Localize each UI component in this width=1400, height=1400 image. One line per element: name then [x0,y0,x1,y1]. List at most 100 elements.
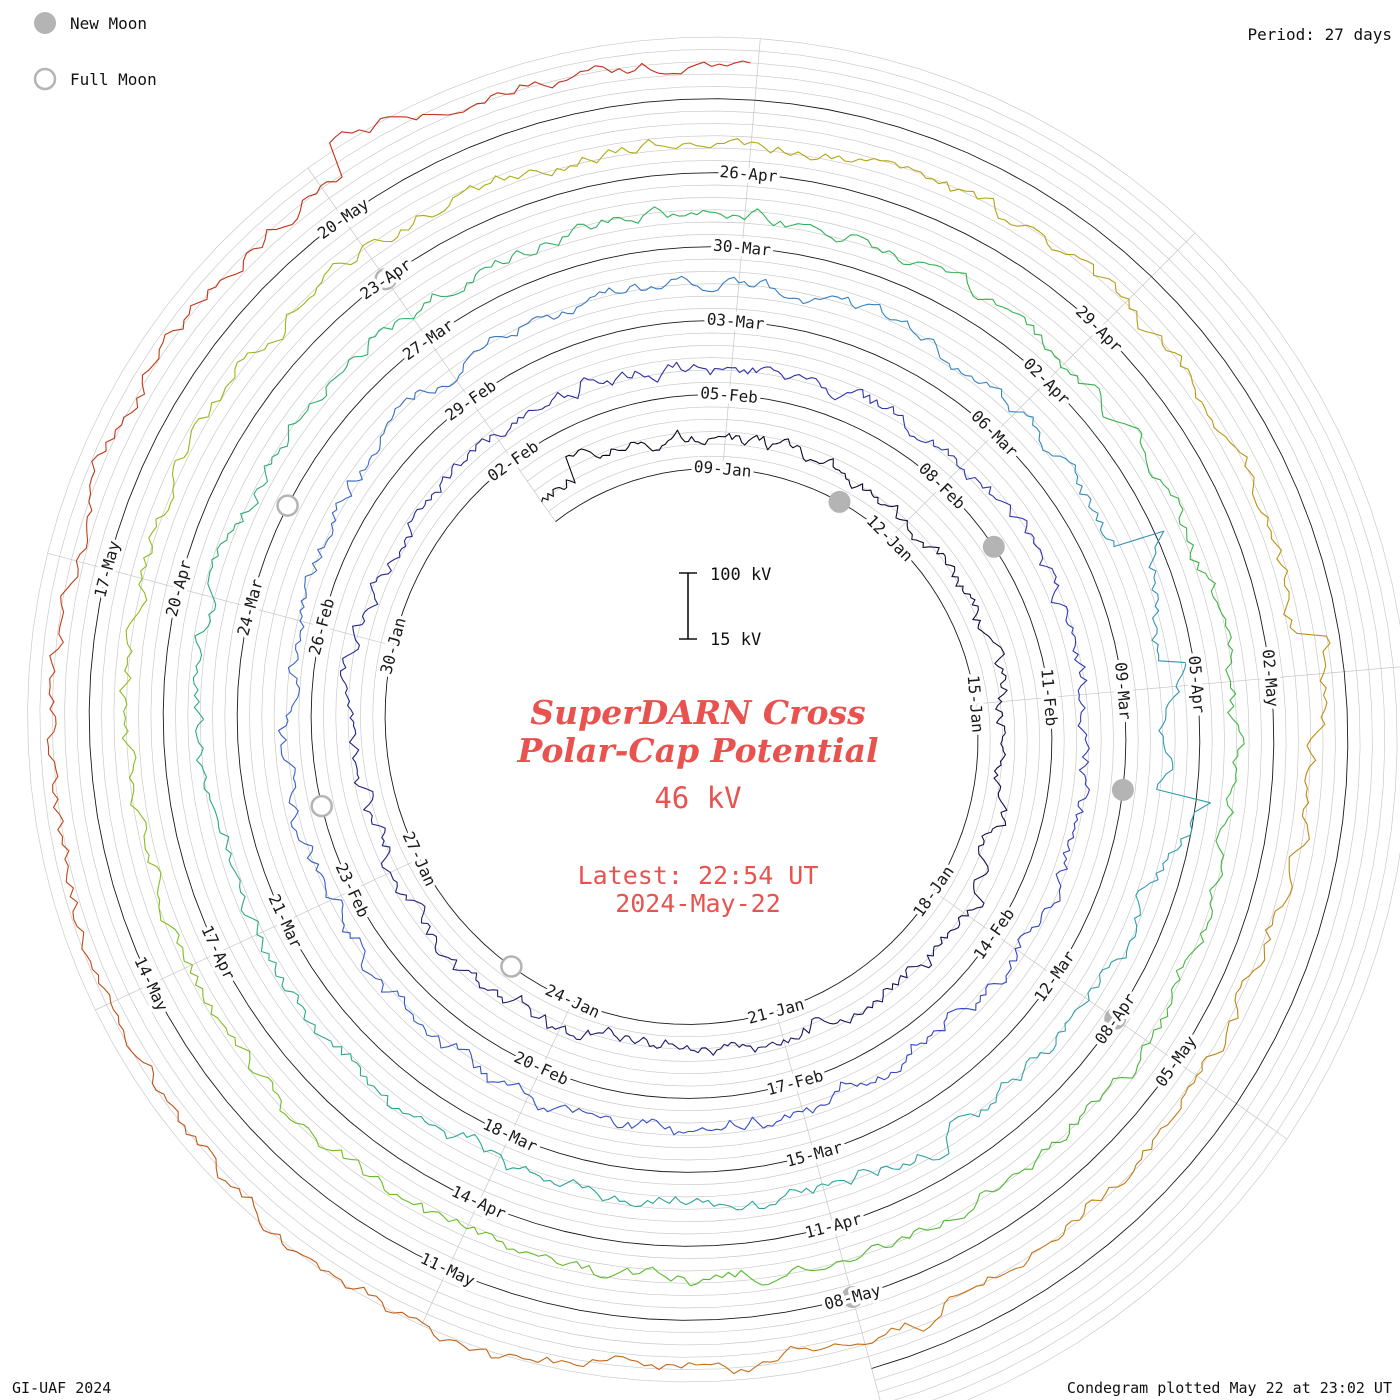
data-spiral-segment [295,317,414,424]
data-spiral-segment [920,960,1012,1045]
data-spiral-segment [73,919,168,1102]
date-label: 11-Feb [1037,668,1061,727]
data-spiral-segment [359,380,458,472]
period-label: Period: 27 days [1248,25,1393,44]
data-spiral-segment [456,311,574,381]
date-label: 23-Feb [332,860,374,920]
data-spiral-segment [121,717,162,894]
data-spiral-segment [794,989,884,1040]
data-spiral-segment [242,1047,364,1176]
data-spiral-segment [211,422,296,561]
ring-baseline [88,98,1349,1369]
data-spiral-segment [363,1174,520,1254]
date-label: 21-Jan [746,994,807,1027]
chart-title-line1: SuperDARN Cross [530,693,865,732]
data-spiral-segment [965,375,1076,466]
radial-gridline [775,1011,881,1400]
data-spiral-segment [1191,382,1282,551]
data-spiral-segment [302,1254,487,1351]
date-label: 14-Apr [449,1181,510,1223]
date-label: 27-Mar [399,315,458,364]
data-spiral-segment [543,1179,692,1208]
data-spiral-segment [234,245,364,378]
ring-gridline [39,49,1398,1400]
date-label: 15-Mar [784,1137,845,1170]
data-spiral-segment [192,559,217,720]
ring-gridline [64,73,1373,1393]
data-spiral-segment [1149,736,1212,884]
data-spiral-segment [379,825,426,924]
data-spiral-segment [497,995,595,1041]
data-spiral-segment [883,923,961,991]
data-spiral-segment [708,208,869,243]
ring-gridline [27,36,1400,1400]
data-spiral-segment [797,445,875,498]
legend-new-moon-label: New Moon [70,14,147,33]
data-spiral-segment [572,275,708,314]
date-label: 14-May [130,954,172,1015]
date-label: 05-May [1151,1032,1200,1091]
date-label: 17-Apr [197,922,239,983]
data-spiral-segment [861,1174,1013,1257]
date-label: 02-Feb [484,437,542,486]
radial-gridline [47,552,394,647]
radial-gridline [889,232,1196,539]
data-spiral-segment [46,716,79,920]
data-spiral-segment [815,1042,921,1109]
data-spiral-segment [506,61,712,95]
date-label: 18-Jan [909,862,958,920]
new-moon-marker [1104,1007,1127,1030]
date-label: 24-Jan [542,980,602,1022]
data-spiral-segment [1271,738,1317,926]
new-moon-marker [828,490,851,513]
data-spiral-segment [694,1037,796,1056]
data-spiral-segment [847,296,966,377]
data-spiral-segment [944,556,992,640]
date-label: 26-Apr [719,162,779,186]
data-spiral-segment [1209,737,1245,904]
scale-bottom-label: 15 kV [710,630,761,650]
data-spiral-segment [277,720,314,847]
latest-time: Latest: 22:54 UT [578,861,819,890]
data-spiral-segment [457,1048,570,1113]
data-spiral-segment [414,433,495,514]
date-label: 18-Mar [480,1114,541,1156]
full-moon-marker [276,494,299,517]
data-spiral-segment [349,721,380,827]
data-spiral-segment [885,1239,1059,1335]
data-spiral-segment [529,139,711,177]
data-spiral-segment [894,162,1060,252]
date-label: 08-Apr [1091,989,1140,1048]
data-spiral-segment [421,922,499,997]
data-spiral-segment [408,1113,545,1182]
date-label: 17-May [90,538,123,599]
data-spiral-segment [568,1108,693,1136]
date-label: 30-Jan [376,615,409,676]
data-spiral-segment [320,92,507,187]
data-spiral-segment [302,1006,410,1115]
data-spiral-segment [692,1107,817,1133]
data-spiral-segment [172,185,321,332]
data-spiral-segment [1012,311,1132,427]
data-spiral-segment [285,592,307,722]
date-label: 30-Mar [712,236,772,260]
data-spiral-segment [593,361,707,386]
data-spiral-segment [1065,615,1088,736]
radial-gridline [975,666,1400,705]
data-spiral-segment [541,448,615,503]
radial-gridline [421,1000,574,1326]
data-spiral-segment [992,732,1008,830]
data-spiral-segment [551,206,710,246]
data-spiral-segment [1062,734,1090,854]
data-spiral-segment [195,718,235,871]
new-moon-marker [1111,778,1134,801]
date-label: 20-Feb [511,1047,571,1089]
data-spiral-segment [1074,882,1151,1011]
data-spiral-segment [119,537,153,719]
date-label: 09-Jan [693,457,752,481]
data-spiral-segment [306,846,366,966]
data-spiral-segment [1276,549,1331,740]
data-spiral-segment [166,1100,303,1256]
